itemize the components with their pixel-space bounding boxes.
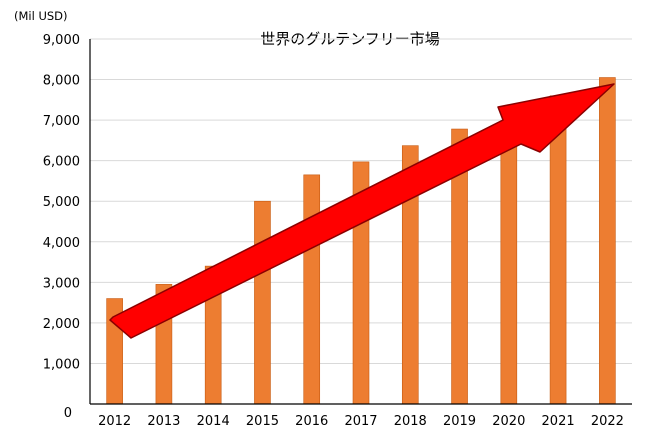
x-tick-label: 2013 (147, 414, 180, 429)
x-tick-label: 2015 (246, 414, 279, 429)
bars (106, 77, 616, 405)
y-tick-label: 7,000 (43, 114, 80, 129)
y-tick-label: 8,000 (43, 74, 80, 89)
unit-label: (Mil USD) (14, 9, 68, 23)
y-tick-label: 3,000 (43, 276, 80, 291)
x-tick-label: 2012 (98, 414, 131, 429)
x-tick-label: 2017 (344, 414, 377, 429)
y-tick-label: 2,000 (43, 317, 80, 332)
x-tick-label: 2020 (492, 414, 525, 429)
x-tick-label: 2021 (542, 414, 575, 429)
bar-2022 (599, 77, 616, 405)
y-axis-ticks: 0 1,000 2,000 3,000 4,000 5,000 6,000 7,000 8,00… (43, 33, 80, 421)
x-tick-label: 2018 (394, 414, 427, 429)
y-tick-label: 1,000 (43, 357, 80, 372)
bar-2015 (254, 200, 271, 405)
bar-2020 (500, 140, 518, 405)
bar-2016 (303, 174, 321, 405)
x-tick-label: 2019 (443, 414, 476, 429)
y-tick-label: 6,000 (43, 155, 80, 170)
y-tick-label: 0 (64, 406, 72, 421)
x-tick-label: 2014 (197, 414, 230, 429)
x-axis-ticks: 2012 2013 2014 2015 2016 2017 2018 2019 2020 2021… (98, 414, 624, 429)
trend-arrow (109, 83, 615, 339)
bar-2021 (549, 95, 567, 405)
y-tick-label: 5,000 (43, 195, 80, 210)
y-tick-label: 9,000 (43, 33, 80, 48)
y-tick-label: 4,000 (43, 236, 80, 251)
x-tick-label: 2016 (295, 414, 328, 429)
x-tick-label: 2022 (591, 414, 624, 429)
